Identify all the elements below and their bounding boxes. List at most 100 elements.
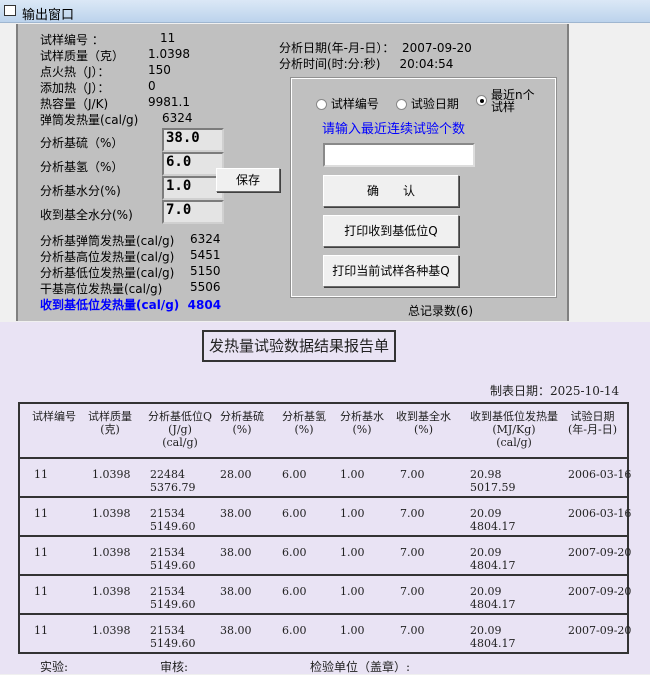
input-label: 收到基全水分(%) (40, 208, 133, 222)
table-cell: 6.00 (282, 507, 307, 520)
footer-reviewer: 审核: (160, 660, 189, 674)
analysis-date: 分析日期(年-月-日）： 2007-09-20 (279, 41, 472, 55)
table-cell: 21534 5149.60 (150, 624, 196, 650)
confirm-button[interactable]: 确 认 (323, 175, 459, 207)
table-cell: 11 (34, 546, 48, 559)
input-field[interactable]: 38.0 (162, 128, 224, 152)
window-icon (4, 5, 16, 16)
table-cell: 38.00 (220, 546, 252, 559)
print-all-q-button[interactable]: 打印当前试样各种基Q (323, 255, 459, 287)
total-records: 总记录数(6) (408, 304, 473, 318)
table-cell: 7.00 (400, 624, 425, 637)
save-button[interactable]: 保存 (216, 168, 280, 192)
table-cell: 1.00 (340, 546, 365, 559)
output-panel: 试样编号 ： 11 试样质量（克） 1.0398 点火热（J）： 150 添加热（J）： 0 热… (16, 24, 569, 321)
radio-test-date[interactable]: 试验日期 (396, 95, 459, 112)
table-cell: 20.09 4804.17 (470, 507, 516, 533)
input-label: 分析基硫（%） (40, 136, 124, 150)
table-cell: 2006-03-16 (568, 507, 632, 520)
table-cell: 38.00 (220, 585, 252, 598)
query-group: 试样编号 试验日期 最近n个试样 请输入最近连续试验个数 确 认 打印收到基低位… (290, 77, 557, 298)
table-cell: 1.0398 (92, 624, 131, 637)
table-cell: 7.00 (400, 507, 425, 520)
footer-unit: 检验单位（盖章）: (310, 660, 411, 674)
table-row: 11 1.0398 21534 5149.60 38.00 6.00 1.00 7.00 20… (20, 535, 631, 574)
result-row: 分析基低位发热量(cal/g) 5150 (40, 264, 221, 280)
table-cell: 6.00 (282, 585, 307, 598)
prompt-text: 请输入最近连续试验个数 (322, 122, 466, 137)
result-row: 分析基弹筒发热量(cal/g) 6324 (40, 232, 221, 248)
table-cell: 1.00 (340, 507, 365, 520)
table-cell: 11 (34, 624, 48, 637)
column-header: 试样编号 (32, 410, 76, 423)
table-cell: 6.00 (282, 468, 307, 481)
table-cell: 1.0398 (92, 546, 131, 559)
input-label: 分析基水分(%) (40, 184, 121, 198)
table-cell: 21534 5149.60 (150, 507, 196, 533)
window-title: 输出窗口 (22, 8, 75, 23)
info-row: 热容量（J/K) 9981.1 (40, 95, 190, 111)
analysis-time: 分析时间(时:分:秒) 20:04:54 (279, 57, 454, 71)
table-cell: 2006-03-16 (568, 468, 632, 481)
input-field[interactable]: 1.0 (162, 176, 224, 200)
as-received-low-heat: 收到基低位发热量(cal/g) 4804 (40, 298, 222, 312)
table-cell: 38.00 (220, 624, 252, 637)
table-cell: 1.0398 (92, 585, 131, 598)
table-header: 试样编号 试样质量 (克) 分析基低位Q (J/g) (cal/g) 分析基硫 (%)… (20, 404, 627, 457)
table-cell: 20.09 4804.17 (470, 546, 516, 572)
table-cell: 38.00 (220, 507, 252, 520)
title-bar: 输出窗口 (0, 0, 650, 23)
table-cell: 7.00 (400, 546, 425, 559)
input-field[interactable]: 6.0 (162, 152, 224, 176)
print-low-q-button[interactable]: 打印收到基低位Q (323, 215, 459, 247)
table-cell: 1.00 (340, 585, 365, 598)
table-cell: 1.00 (340, 624, 365, 637)
table-cell: 11 (34, 585, 48, 598)
table-cell: 2007-09-20 (568, 546, 632, 559)
count-input[interactable] (323, 143, 475, 167)
report-table: 试样编号 试样质量 (克) 分析基低位Q (J/g) (cal/g) 分析基硫 (%)… (18, 402, 631, 654)
column-header: 收到基低位发热量 (MJ/Kg) (cal/g) (470, 410, 558, 449)
radio-recent-n[interactable]: 最近n个试样 (476, 89, 546, 113)
result-row: 干基高位发热量(cal/g) 5506 (40, 280, 221, 296)
footer-tester: 实验: (40, 660, 69, 674)
table-cell: 7.00 (400, 585, 425, 598)
column-header: 收到基全水 (%) (396, 410, 451, 436)
info-row: 试样质量（克） 1.0398 (40, 47, 190, 63)
table-cell: 28.00 (220, 468, 252, 481)
info-row: 弹筒发热量(cal/g) 6324 (40, 111, 193, 127)
table-cell: 2007-09-20 (568, 585, 632, 598)
result-row: 分析基高位发热量(cal/g) 5451 (40, 248, 221, 264)
column-header: 分析基氢 (%) (282, 410, 326, 436)
table-cell: 20.09 4804.17 (470, 585, 516, 611)
table-cell: 7.00 (400, 468, 425, 481)
table-row: 11 1.0398 21534 5149.60 38.00 6.00 1.00 7.00 20… (20, 574, 631, 613)
column-header: 试验日期 (年-月-日) (568, 410, 618, 436)
table-row: 11 1.0398 21534 5149.60 38.00 6.00 1.00 7.00 20… (20, 613, 631, 652)
radio-sample-id[interactable]: 试样编号 (316, 95, 379, 112)
input-field[interactable]: 7.0 (162, 200, 224, 224)
report-title: 发热量试验数据结果报告单 (202, 330, 396, 362)
table-cell: 11 (34, 468, 48, 481)
table-cell: 1.0398 (92, 507, 131, 520)
table-cell: 11 (34, 507, 48, 520)
table-cell: 1.00 (340, 468, 365, 481)
input-label: 分析基氢（%） (40, 160, 124, 174)
table-cell: 1.0398 (92, 468, 131, 481)
column-header: 分析基水 (%) (340, 410, 384, 436)
info-row: 添加热（J）： 0 (40, 79, 156, 95)
table-cell: 20.98 5017.59 (470, 468, 516, 494)
info-row: 试样编号 ： 11 (40, 31, 176, 47)
column-header: 分析基硫 (%) (220, 410, 264, 436)
table-cell: 21534 5149.60 (150, 585, 196, 611)
table-cell: 22484 5376.79 (150, 468, 196, 494)
column-header: 分析基低位Q (J/g) (cal/g) (148, 410, 213, 449)
column-header: 试样质量 (克) (88, 410, 132, 436)
table-cell: 21534 5149.60 (150, 546, 196, 572)
table-row: 11 1.0398 21534 5149.60 38.00 6.00 1.00 7.00 20… (20, 496, 631, 535)
report-date: 制表日期：2025-10-14 (490, 384, 620, 398)
table-cell: 20.09 4804.17 (470, 624, 516, 650)
table-row: 11 1.0398 22484 5376.79 28.00 6.00 1.00 7.00 20… (20, 457, 631, 496)
info-row: 点火热（J）： 150 (40, 63, 171, 79)
table-cell: 2007-09-20 (568, 624, 632, 637)
